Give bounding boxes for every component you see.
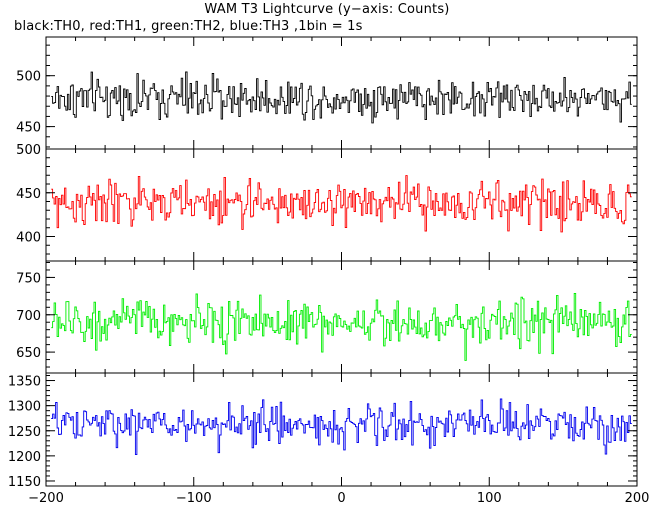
x-tick-label: −200 xyxy=(28,491,64,505)
x-tick-label: −100 xyxy=(176,491,212,505)
series-line-th1 xyxy=(51,175,632,233)
series-line-th3 xyxy=(51,398,632,456)
y-tick-label: 650 xyxy=(16,346,41,361)
series-line-th2 xyxy=(51,293,632,361)
x-tick-label: 200 xyxy=(625,491,650,505)
y-tick-label: 500 xyxy=(16,143,41,158)
chart-title: WAM T3 Lightcurve (y−axis: Counts) xyxy=(204,2,450,17)
y-tick-label: 400 xyxy=(16,231,41,246)
panel-frame-4 xyxy=(45,372,638,487)
panel-frame-2 xyxy=(45,148,638,262)
y-tick-label: 450 xyxy=(16,121,41,136)
x-tick-label: 100 xyxy=(477,491,502,505)
y-tick-label: 500 xyxy=(16,70,41,85)
y-tick-label: 1350 xyxy=(8,375,41,390)
x-tick-label: 0 xyxy=(337,491,345,505)
chart-subtitle: black:TH0, red:TH1, green:TH2, blue:TH3 … xyxy=(14,19,363,34)
y-tick-label: 1150 xyxy=(8,475,41,490)
y-tick-label: 750 xyxy=(16,271,41,286)
y-tick-label: 1200 xyxy=(8,450,41,465)
y-tick-label: 1300 xyxy=(8,400,41,415)
y-tick-label: 450 xyxy=(16,187,41,202)
y-tick-label: 700 xyxy=(16,309,41,324)
panel-frame-1 xyxy=(45,36,638,150)
y-tick-label: 1250 xyxy=(8,425,41,440)
panel-frame-3 xyxy=(45,260,638,374)
series-line-th0 xyxy=(51,71,632,124)
